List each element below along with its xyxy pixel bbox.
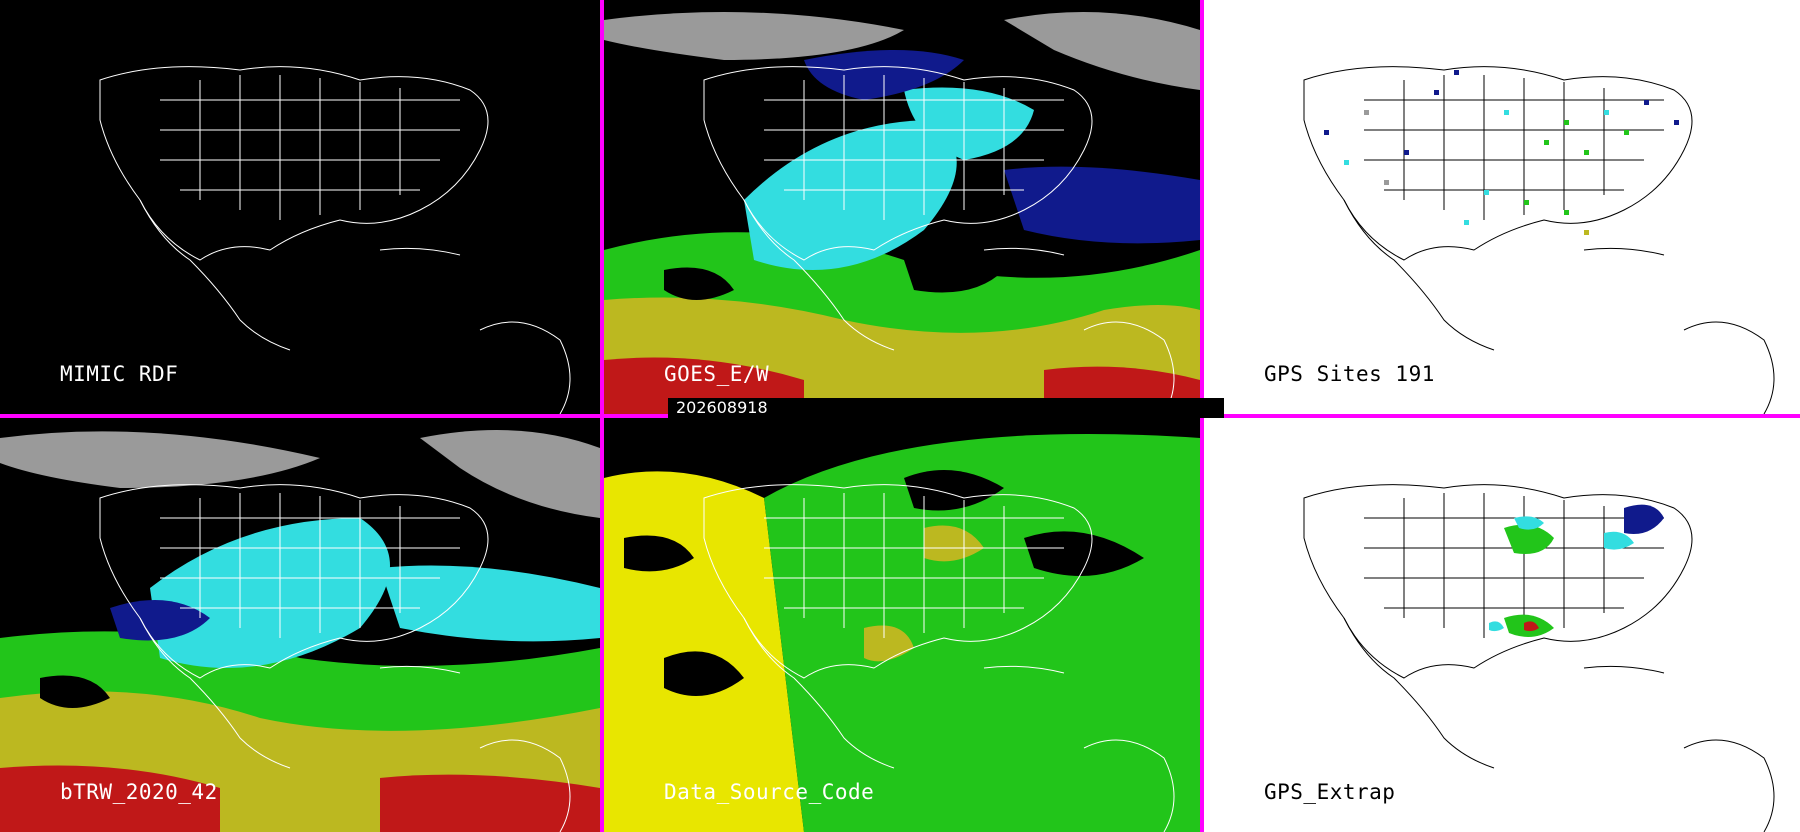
panel-gps-extrap: GPS_Extrap <box>1204 418 1800 832</box>
panel-btrw: bTRW_2020_42 <box>0 418 600 832</box>
panel-label-gps: GPS Sites 191 <box>1264 362 1435 386</box>
goes-field <box>604 12 1200 414</box>
extrap-field <box>1489 504 1664 637</box>
map-gps-extrap <box>1303 484 1775 832</box>
map-mimic <box>99 66 571 414</box>
panel-label-extrap: GPS_Extrap <box>1264 780 1396 804</box>
panel-mimic-rdf: MIMIC RDF <box>0 0 600 414</box>
map-btrw <box>0 430 600 832</box>
timestamp-bar: 202608918 <box>668 398 1224 418</box>
panel-gps-sites: GPS Sites 191 <box>1204 0 1800 414</box>
map-goes <box>604 12 1200 414</box>
panel-label-goes: GOES_E/W <box>664 362 770 386</box>
panel-label-btrw: bTRW_2020_42 <box>60 780 218 804</box>
panel-goes: GOES_E/W <box>604 0 1200 414</box>
map-gps-sites <box>1303 66 1775 414</box>
btrw-field <box>0 430 600 832</box>
gps-site-markers <box>1324 70 1679 235</box>
panel-label-source: Data_Source_Code <box>664 780 875 804</box>
panel-label-mimic: MIMIC RDF <box>60 362 179 386</box>
map-data-source <box>604 418 1200 832</box>
data-source-field <box>604 418 1200 832</box>
panel-data-source-code: Data_Source_Code <box>604 418 1200 832</box>
